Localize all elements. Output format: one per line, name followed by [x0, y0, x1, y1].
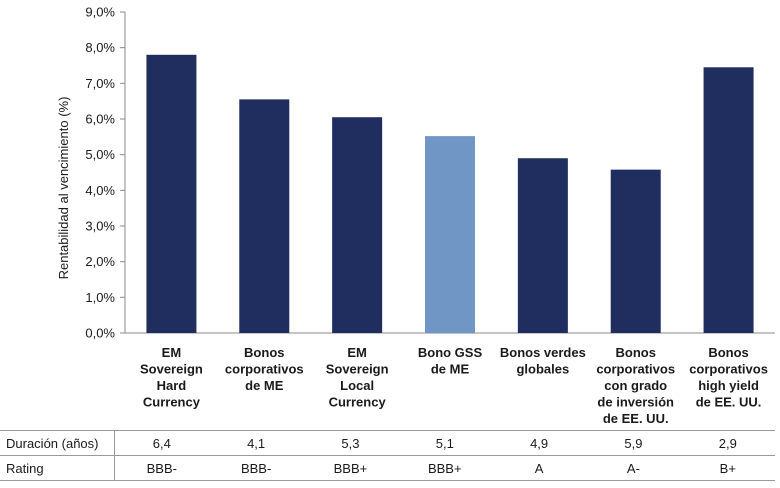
- table-cell: BBB+: [303, 455, 398, 481]
- x-category-label: Bonos verdes globales: [500, 345, 586, 377]
- bar: [332, 117, 383, 333]
- bar: [146, 54, 197, 334]
- table-cell: 5,1: [397, 430, 492, 456]
- y-tick-label: 1,0%: [85, 290, 115, 305]
- y-axis: 0,0% 1,0% 2,0% 3,0% 4,0% 5,0% 6,0% 7,0% 8,0% 9,0%: [85, 5, 775, 341]
- row-label: Duración (años): [0, 430, 115, 456]
- table-cell: 5,9: [586, 430, 681, 456]
- x-category-label: Bonos corporativos de ME: [225, 345, 304, 393]
- bar-chart: Rentabilidad al vencimiento (%) 0,0% 1,0%…: [56, 5, 775, 426]
- table-cell: BBB-: [208, 455, 304, 481]
- table-row: Rating BBB- BBB- BBB+ BBB+ A A- B+: [0, 455, 775, 481]
- y-tick-label: 5,0%: [85, 147, 115, 162]
- bar: [517, 158, 568, 333]
- bar: [239, 99, 290, 333]
- y-tick-label: 9,0%: [85, 5, 115, 20]
- table-row: Duración (años) 6,4 4,1 5,3 5,1 4,9 5,9 2,9: [0, 430, 775, 456]
- y-tick-label: 7,0%: [85, 76, 115, 91]
- table-cell: BBB+: [397, 455, 492, 481]
- metrics-table: Duración (años) 6,4 4,1 5,3 5,1 4,9 5,9 2,9 Rati…: [0, 430, 775, 481]
- bar: [610, 169, 661, 333]
- bars: [146, 54, 754, 334]
- y-tick-label: 6,0%: [85, 112, 115, 127]
- y-tick-label: 8,0%: [85, 40, 115, 55]
- x-category-label: Bonos corporativos con grado de inversión de…: [596, 345, 675, 426]
- bar: [703, 67, 754, 334]
- bar: [425, 136, 475, 333]
- table-cell: 5,3: [303, 430, 398, 456]
- row-label: Rating: [0, 455, 115, 481]
- y-tick-label: 3,0%: [85, 219, 115, 234]
- table-cell: BBB-: [114, 455, 209, 481]
- y-tick-label: 2,0%: [85, 254, 115, 269]
- y-axis-label: Rentabilidad al vencimiento (%): [56, 97, 71, 280]
- table-cell: A-: [586, 455, 681, 481]
- x-category-label: EM Sovereign Hard Currency: [140, 345, 203, 410]
- y-tick-label: 4,0%: [85, 183, 115, 198]
- x-category-label: Bono GSS de ME: [418, 345, 483, 377]
- x-axis-labels: EM Sovereign Hard Currency Bonos corporativos…: [140, 345, 768, 426]
- x-category-label: EM Sovereign Local Currency: [326, 345, 389, 410]
- y-tick-label: 0,0%: [85, 326, 115, 341]
- table-cell: 4,1: [208, 430, 304, 456]
- table-cell: 6,4: [114, 430, 209, 456]
- table-cell: B+: [680, 455, 775, 481]
- table-cell: 2,9: [680, 430, 775, 456]
- x-category-label: Bonos corporativos high yield de EE. UU.: [689, 345, 768, 410]
- table-cell: 4,9: [491, 430, 587, 456]
- table-cell: A: [491, 455, 587, 481]
